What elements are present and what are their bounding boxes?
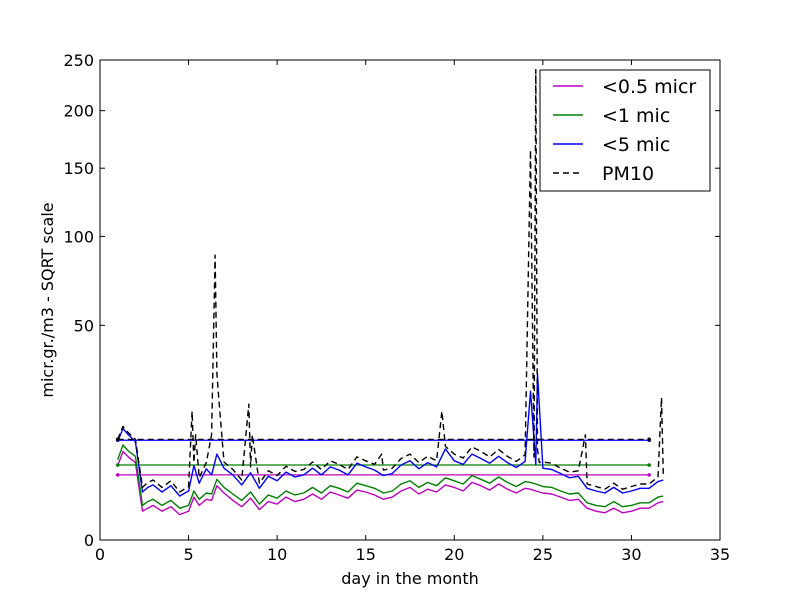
series-4-line <box>117 69 664 493</box>
y-axis-label: micr.gr./m3 - SQRT scale <box>38 202 57 397</box>
ticks-layer: 0 5 10 15 20 25 30 35 0 50 100 150 200 250 <box>63 51 730 564</box>
x-axis-label: day in the month <box>341 569 478 588</box>
x-tick-label: 0 <box>95 545 105 564</box>
x-tick-label: 5 <box>183 545 193 564</box>
legend-label-3: <5 mic <box>602 134 670 156</box>
series-1-line <box>117 450 664 516</box>
series-2 <box>115 444 664 509</box>
series-2-line <box>117 444 664 509</box>
legend-label-1: <0.5 micr <box>602 76 696 98</box>
series-4-endpoint-2 <box>647 437 651 442</box>
x-tick-label: 25 <box>533 545 553 564</box>
y-tick-label: 0 <box>84 531 94 550</box>
y-tick-label: 100 <box>63 227 94 246</box>
series-3-line <box>117 373 664 497</box>
y-tick-label: 200 <box>63 102 94 121</box>
x-tick-label: 30 <box>621 545 641 564</box>
series-layer <box>115 69 664 516</box>
x-tick-label: 35 <box>710 545 730 564</box>
legend-entries: <0.5 micr <1 mic <5 mic PM10 <box>553 76 696 185</box>
series-4 <box>115 69 664 493</box>
series-2-endpoint-2 <box>647 463 651 467</box>
x-tick-label: 10 <box>267 545 287 564</box>
series-2-endpoint-1 <box>115 463 120 467</box>
y-tick-label: 150 <box>63 159 94 178</box>
x-tick-label: 15 <box>356 545 376 564</box>
x-tick-label: 20 <box>444 545 464 564</box>
series-1-endpoint-1 <box>115 473 120 477</box>
series-1-endpoint-2 <box>647 473 651 477</box>
legend-label-4: PM10 <box>602 163 654 185</box>
y-tick-label: 50 <box>74 316 94 335</box>
plot-frame <box>99 59 721 541</box>
legend: <0.5 micr <1 mic <5 mic PM10 <box>539 69 711 192</box>
y-tick-label: 250 <box>63 51 94 70</box>
legend-frame <box>539 69 711 192</box>
legend-label-2: <1 mic <box>602 105 670 127</box>
